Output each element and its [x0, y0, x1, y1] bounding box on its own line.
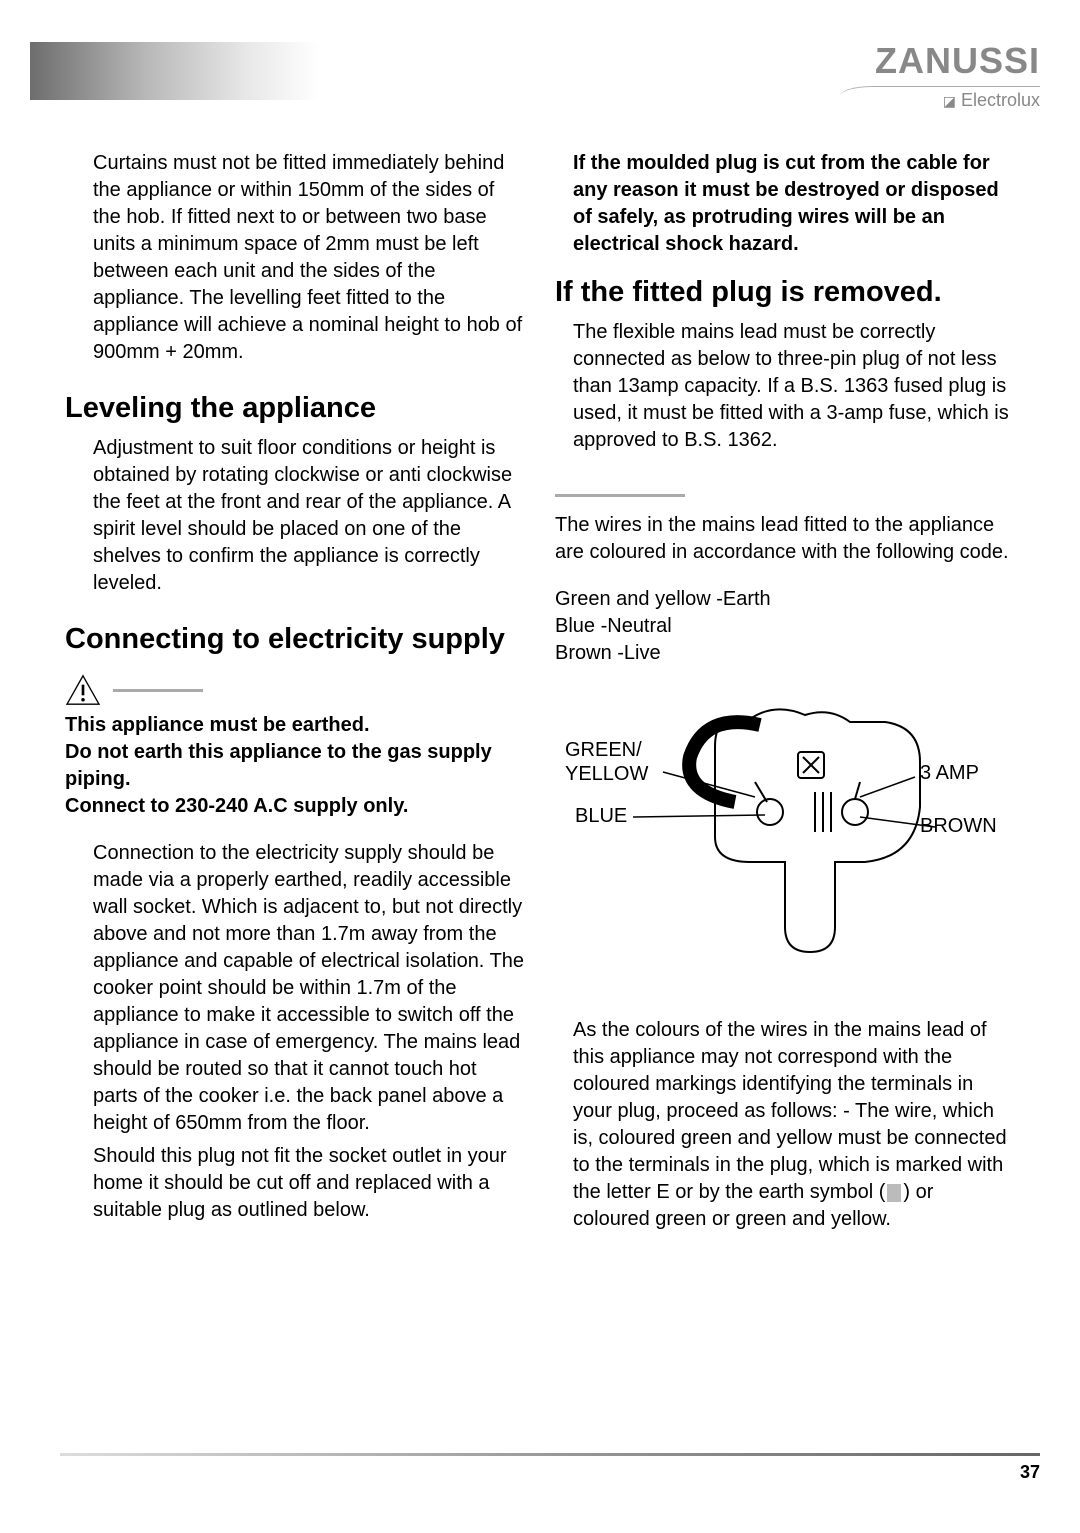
page: ZANUSSI ◪ Electrolux Curtains must not b… — [0, 0, 1080, 1533]
warning-rule — [113, 689, 203, 692]
content-columns: Curtains must not be fitted immediately … — [0, 100, 1080, 1239]
heading-electricity: Connecting to electricity supply — [65, 623, 525, 656]
wire-instructions: As the colours of the wires in the mains… — [555, 1017, 1015, 1233]
wire-codes: Green and yellow -Earth Blue -Neutral Br… — [555, 586, 1015, 667]
brand-curve — [840, 86, 1040, 96]
warning-gas: Do not earth this appliance to the gas s… — [65, 739, 525, 793]
brand-block: ZANUSSI ◪ Electrolux — [875, 40, 1040, 111]
footer-rule — [60, 1453, 1040, 1456]
label-yellow: YELLOW — [565, 763, 648, 786]
label-green: GREEN/ — [565, 739, 642, 762]
page-number: 37 — [60, 1462, 1040, 1483]
leveling-text: Adjustment to suit floor conditions or h… — [65, 435, 525, 597]
connection-text: Connection to the electricity supply sho… — [65, 840, 525, 1137]
warning-earthed: This appliance must be earthed. — [65, 712, 525, 739]
wire-code-intro: The wires in the mains lead fitted to th… — [555, 512, 1015, 566]
plug-diagram: GREEN/ YELLOW BLUE 3 AMP BROWN — [555, 697, 995, 977]
label-amp: 3 AMP — [920, 762, 979, 785]
label-brown: BROWN — [920, 815, 997, 838]
right-column: If the moulded plug is cut from the cabl… — [555, 150, 1015, 1239]
wire-instr-a: As the colours of the wires in the mains… — [573, 1019, 1007, 1203]
heading-plug-removed: If the fitted plug is removed. — [555, 276, 1015, 309]
left-column: Curtains must not be fitted immediately … — [65, 150, 525, 1239]
mains-lead-text: The flexible mains lead must be correctl… — [555, 319, 1015, 454]
footer: 37 — [60, 1453, 1040, 1483]
warning-row — [65, 674, 525, 706]
header: ZANUSSI ◪ Electrolux — [0, 0, 1080, 100]
heading-leveling: Leveling the appliance — [65, 392, 525, 425]
plug-replace-text: Should this plug not fit the socket outl… — [65, 1143, 525, 1224]
earth-symbol-icon — [887, 1184, 901, 1202]
label-blue: BLUE — [575, 805, 627, 828]
brand-sub: ◪ Electrolux — [875, 90, 1040, 111]
warning-icon — [65, 674, 101, 706]
intro-text: Curtains must not be fitted immediately … — [65, 150, 525, 366]
section-rule — [555, 494, 685, 497]
warning-voltage: Connect to 230-240 A.C supply only. — [65, 793, 525, 820]
warning-moulded-plug: If the moulded plug is cut from the cabl… — [555, 150, 1015, 258]
brand-main: ZANUSSI — [875, 40, 1040, 82]
header-gradient — [30, 42, 320, 100]
